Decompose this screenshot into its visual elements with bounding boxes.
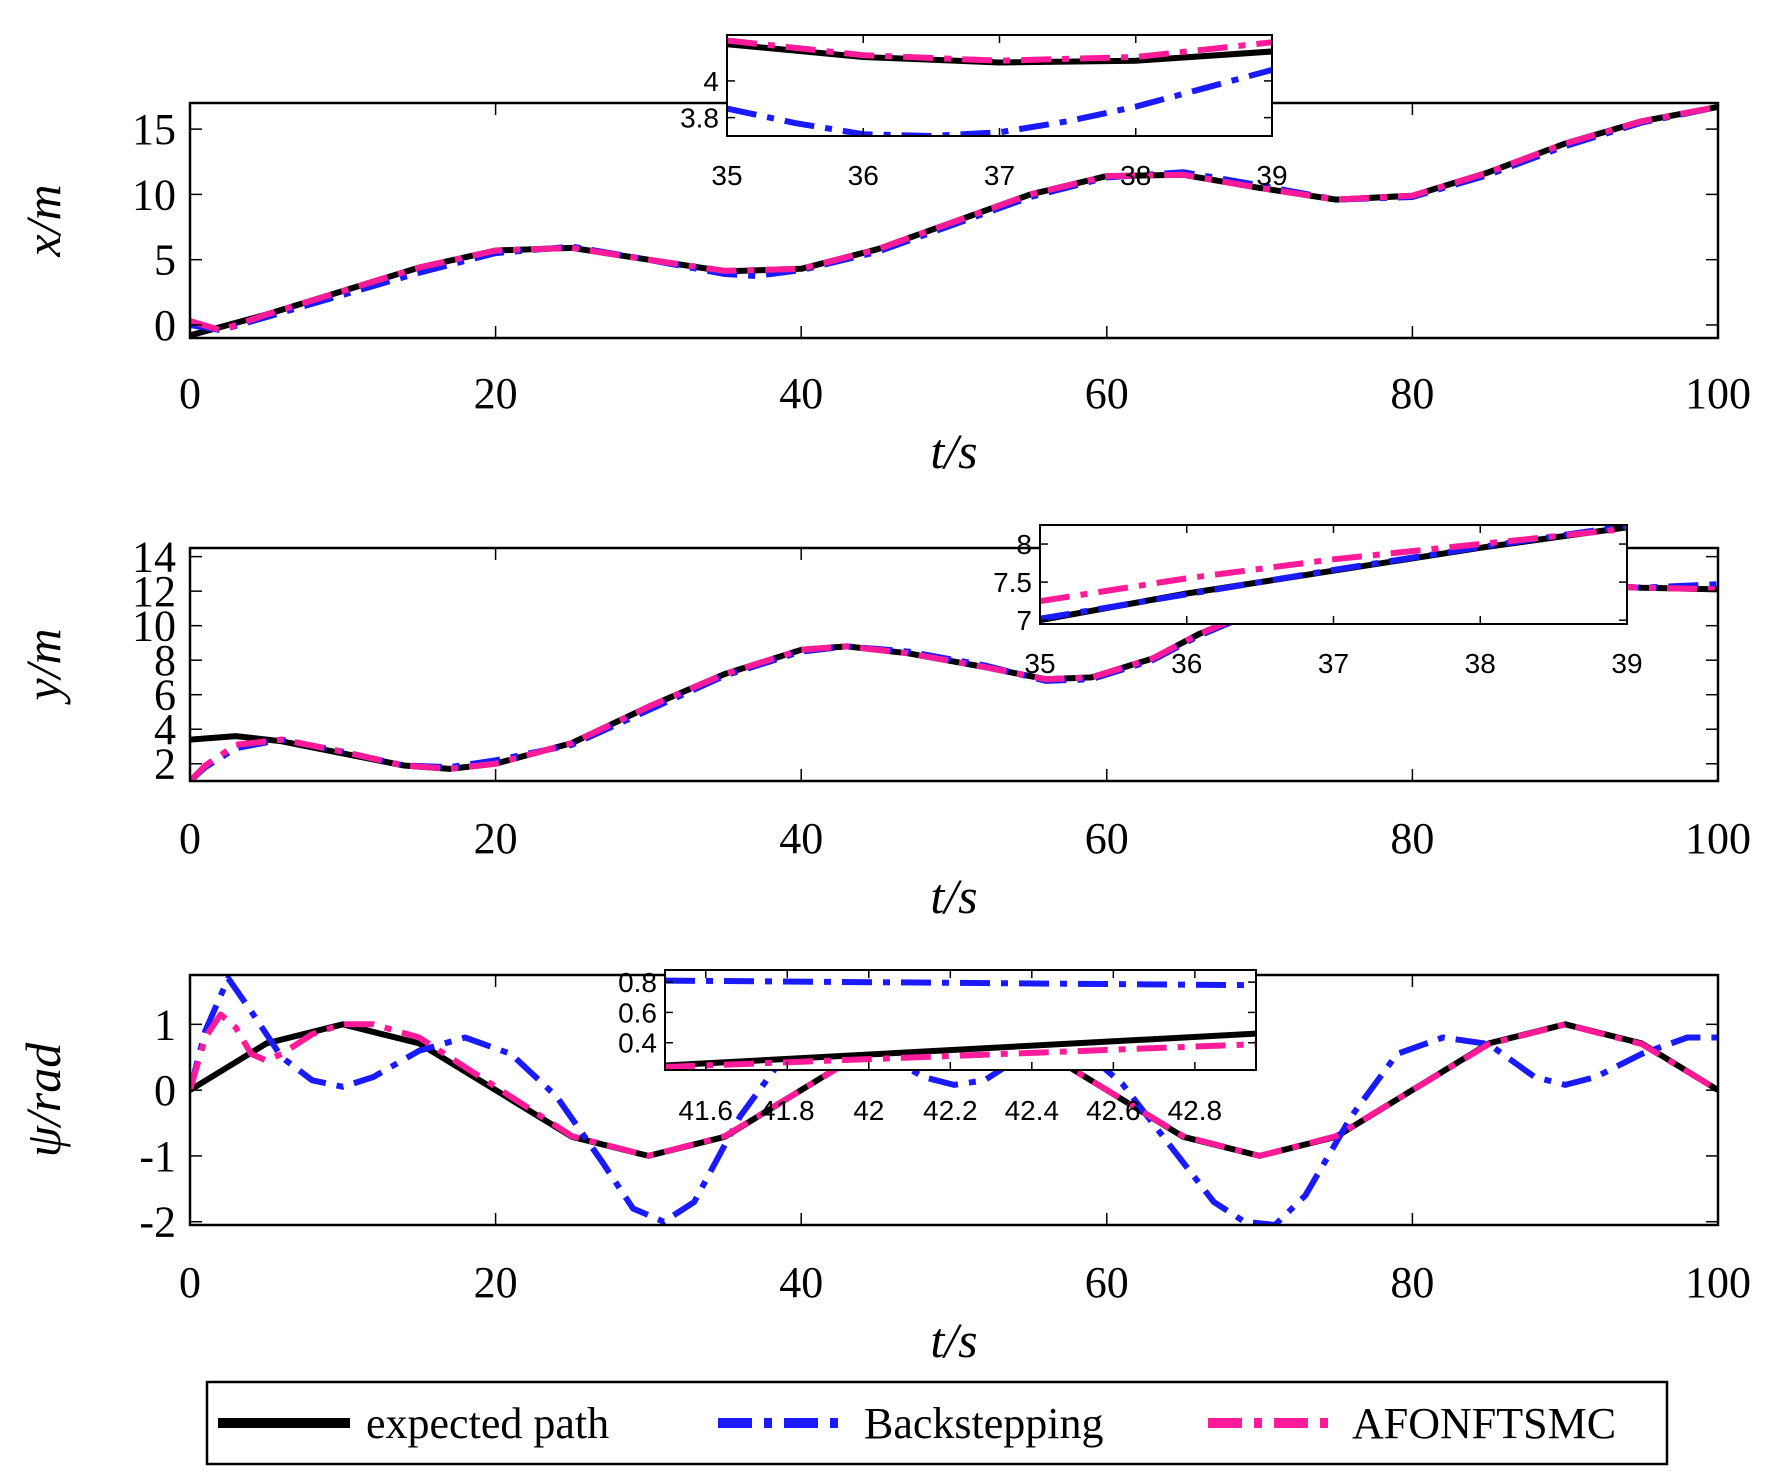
panel-3-ylabel: ψ/rad [15,1042,71,1157]
panel-1-ytick-label: 5 [154,236,176,285]
panel-3-ytick-label: -2 [139,1198,176,1247]
panel-2-inset-xtick-label: 39 [1611,648,1642,679]
panel-1-inset-series-afonftsmc [727,37,1272,64]
panel-1-inset-xtick-label: 37 [984,160,1015,191]
panel-2-inset-xtick-label: 37 [1318,648,1349,679]
panel-2-ytick-label: 12 [132,567,176,616]
panel-2-ytick-label: 2 [154,740,176,789]
panel-3-inset-series-backstepping [665,977,1256,989]
legend-box [205,1380,1669,1466]
panel-2-inset-ytick-label: 7.5 [993,567,1032,598]
panel-3-xtick-label: 0 [179,1258,201,1307]
panel-2-xtick-label: 60 [1085,814,1129,863]
panel-1-xtick-label: 60 [1085,369,1129,418]
panel-1-ytick-label: 10 [132,170,176,219]
panel-1-inset-series-backstepping [727,67,1272,136]
panel-1-ylabel: x/m [15,184,71,257]
panel-1-xtick-label: 0 [179,369,201,418]
panel-1-xlabel: t/s [930,423,977,479]
panel-2-xtick-label: 100 [1685,814,1751,863]
panel-3-inset-ytick-label: 0.4 [618,1028,657,1059]
panel-3-ytick-label: 1 [154,1000,176,1049]
panel-2-xtick-label: 40 [779,814,823,863]
panel-2-ylabel: y/m [15,628,71,705]
panel-3-inset-xtick-label: 42.4 [1005,1095,1060,1126]
panel-3-inset-series-afonftsmc [665,1041,1256,1070]
panel-3-xtick-label: 40 [779,1258,823,1307]
panel-3-inset-series-group [665,977,1256,1070]
panel-2-xlabel: t/s [930,868,977,924]
panel-2-frame [188,546,1720,783]
panel-3-ytick-label: -1 [139,1132,176,1181]
panel-1-ytick-label: 15 [132,105,176,154]
panel-3-xlabel: t/s [930,1312,977,1368]
panel-2-inset-ytick-label: 8 [1016,529,1032,560]
panel-3-xtick-label: 100 [1685,1258,1751,1307]
panel-3-ytick-label: 0 [154,1066,176,1115]
panel-1-xtick-label: 100 [1685,369,1751,418]
panel-1-xtick-label: 20 [474,369,518,418]
panel-1-inset-ytick-label: 3.8 [680,103,719,134]
panel-1-inset-series-expected-path [727,41,1272,66]
panel-2-inset-series-group [1040,525,1627,624]
panel-1-inset-series-group [727,37,1272,136]
panel-1-xtick-label: 80 [1390,369,1434,418]
panel-2-ytick-label: 4 [154,705,176,754]
panel-2-xtick-label: 0 [179,814,201,863]
panel-3-inset-ytick-label: 0.8 [618,967,657,998]
panel-3-inset-xtick-label: 42 [853,1095,884,1126]
panel-2-inset-xtick-label: 38 [1465,648,1496,679]
panel-2-inset-xtick-label: 35 [1024,648,1055,679]
panel-1-inset-ytick-label: 4 [703,66,719,97]
panel-3-inset-ytick-label: 0.6 [618,997,657,1028]
legend-label-backstepping: Backstepping [864,1399,1104,1448]
panel-3-inset-xtick-label: 42.8 [1168,1095,1223,1126]
panel-2-ytick-label: 6 [154,671,176,720]
panel-2-xtick-label: 20 [474,814,518,863]
panel-2-ytick-label: 8 [154,636,176,685]
panel-1-inset-xtick-label: 36 [848,160,879,191]
panel-3-xtick-label: 60 [1085,1258,1129,1307]
legend-label-expected-path: expected path [366,1399,609,1448]
panel-3-series-backstepping [190,975,1718,1225]
panel-3-inset: 41.6 41.8 42 42.2 42.4 42.6 42.8 0.40.60.8 [618,967,1257,1126]
panel-2-xtick-label: 80 [1390,814,1434,863]
panel-3-inset-xtick-label: 41.6 [679,1095,734,1126]
panel-2-inset-xtick-label: 36 [1171,648,1202,679]
panel-3-inset-frame [664,969,1257,1071]
panel-3-series-afonftsmc [190,1011,1718,1159]
panel-2-inset: 35 36 37 38 39 7 7.5 8 [993,524,1643,679]
panel-3-inset-series-expected-path [665,1030,1256,1069]
panel-1-inset: 35 36 37 38 39 3.8 4 [680,34,1288,191]
panel-1-series-group [190,103,1718,338]
panel-2-ytick-label: 10 [132,602,176,651]
panel-1-xtick-label: 40 [779,369,823,418]
panel-1-inset-xtick-label: 39 [1256,160,1287,191]
panel-3-inset-xtick-label: 42.2 [923,1095,978,1126]
panel-2-inset-series-afonftsmc [1040,525,1627,605]
panel-1-inset-xtick-label: 35 [711,160,742,191]
panel-3-xtick-label: 20 [474,1258,518,1307]
panel-1-inset-xtick-label: 38 [1120,160,1151,191]
panel-1: 0 20 40 60 80 100 0 5 10 15 t/s x/m 35 36 37 38 39 3.8 4 [15,34,1751,479]
panel-1-ytick-label: 0 [154,301,176,350]
panel-2-inset-ytick-label: 7 [1016,605,1032,636]
legend: expected path Backstepping AFONFTSMC [205,1380,1669,1466]
panel-3-xtick-label: 80 [1390,1258,1434,1307]
panel-1-series-afonftsmc [190,103,1718,334]
panel-2-ytick-label: 14 [132,533,176,582]
panel-3-inset-xtick-label: 41.8 [760,1095,815,1126]
legend-label-afonftsmc: AFONFTSMC [1352,1399,1616,1448]
panel-3-inset-xtick-label: 42.6 [1086,1095,1141,1126]
panel-3: 0 20 40 60 80 100 -2 -1 0 1 t/s ψ/rad 41.6 41.8 42 42.2… [15,967,1751,1368]
